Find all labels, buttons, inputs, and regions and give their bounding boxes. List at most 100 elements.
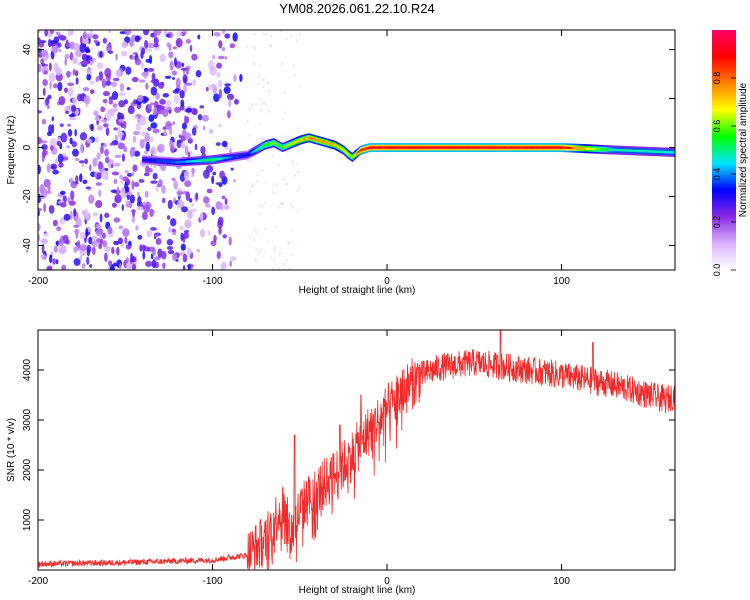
ridge-core xyxy=(286,144,289,147)
ridge-core xyxy=(621,149,624,152)
noise-blob xyxy=(291,205,294,209)
ridge-core xyxy=(190,160,192,163)
ridge-core xyxy=(321,140,323,143)
noise-blob xyxy=(255,230,258,234)
ridge-core xyxy=(232,155,234,159)
noise-blob xyxy=(183,170,190,181)
noise-blob xyxy=(212,171,217,176)
ridge-core xyxy=(341,147,343,151)
noise-blob xyxy=(134,115,138,120)
ridge-core xyxy=(171,160,173,164)
ridge-core xyxy=(213,158,215,161)
noise-blob xyxy=(180,99,185,107)
noise-blob xyxy=(181,30,189,33)
ridge-core xyxy=(142,158,144,161)
ridge-core xyxy=(592,147,594,151)
ridge-core xyxy=(520,146,522,149)
colorbar-tick-label: 0.0 xyxy=(712,264,722,277)
ridge-core xyxy=(251,151,253,154)
noise-blob xyxy=(259,64,262,68)
noise-blob xyxy=(285,182,288,186)
ridge-core xyxy=(663,150,666,154)
ridge-core xyxy=(320,139,322,143)
noise-blob xyxy=(80,35,83,45)
noise-blob xyxy=(184,145,189,156)
noise-blob xyxy=(40,58,45,65)
noise-blob xyxy=(100,106,106,113)
noise-blob xyxy=(261,102,264,106)
ridge-core xyxy=(316,138,318,142)
x-tick-label: -200 xyxy=(28,576,48,587)
noise-blob xyxy=(293,173,296,177)
ridge-core xyxy=(200,159,203,162)
noise-blob xyxy=(272,183,275,187)
noise-blob xyxy=(157,143,165,153)
noise-blob xyxy=(92,110,99,116)
noise-blob xyxy=(147,42,155,49)
noise-blob xyxy=(89,89,95,95)
noise-blob xyxy=(253,61,256,65)
ridge-core xyxy=(531,146,534,149)
ridge-core xyxy=(376,146,379,149)
noise-blob xyxy=(146,230,153,238)
noise-blob xyxy=(102,240,108,248)
ridge-core xyxy=(420,146,423,149)
noise-blob xyxy=(186,116,189,124)
ridge-core xyxy=(594,147,596,151)
ridge-core xyxy=(436,146,438,149)
noise-blob xyxy=(147,126,152,132)
noise-blob xyxy=(264,103,267,107)
noise-blob xyxy=(155,238,162,245)
noise-blob xyxy=(74,108,79,117)
noise-blob xyxy=(268,89,271,93)
noise-blob xyxy=(70,190,75,201)
ridge-core xyxy=(419,146,422,149)
noise-blob xyxy=(254,257,257,261)
noise-blob xyxy=(256,179,259,183)
ridge-core xyxy=(332,143,335,146)
noise-blob xyxy=(94,115,100,121)
noise-blob xyxy=(89,80,95,85)
noise-blob xyxy=(115,69,121,78)
snr-series-line xyxy=(38,330,675,570)
ridge-core xyxy=(460,146,462,149)
noise-blob xyxy=(132,208,136,218)
ridge-core xyxy=(618,149,621,152)
ridge-core xyxy=(414,146,416,149)
noise-blob xyxy=(262,85,265,89)
ridge-core xyxy=(179,160,182,164)
noise-blob xyxy=(38,30,41,34)
noise-blob xyxy=(55,240,59,247)
ridge-core xyxy=(544,146,546,149)
noise-blob xyxy=(95,229,103,237)
noise-blob xyxy=(65,39,69,45)
ridge-core xyxy=(507,146,510,149)
noise-blob xyxy=(86,244,92,253)
noise-blob xyxy=(82,31,87,40)
noise-blob xyxy=(124,30,132,36)
ridge-core xyxy=(595,147,598,151)
noise-blob xyxy=(150,122,158,129)
noise-blob xyxy=(230,256,237,261)
noise-blob xyxy=(180,142,186,149)
ridge-core xyxy=(510,146,513,149)
noise-blob xyxy=(112,77,120,82)
ridge-core xyxy=(343,149,345,152)
ridge-core xyxy=(266,143,269,146)
spectrogram-noise xyxy=(38,30,301,270)
ridge-core xyxy=(342,148,344,151)
ridge-core xyxy=(340,147,342,150)
ridge-core xyxy=(184,160,186,163)
noise-blob xyxy=(155,92,160,100)
noise-blob xyxy=(290,34,293,38)
ridge-core xyxy=(635,149,637,153)
noise-blob xyxy=(82,39,90,44)
noise-blob xyxy=(284,110,287,114)
ridge-core xyxy=(324,141,326,144)
noise-blob xyxy=(86,256,90,266)
ridge-core xyxy=(649,150,651,153)
noise-blob xyxy=(59,123,64,127)
ridge-core xyxy=(284,145,287,148)
ridge-core xyxy=(441,146,444,149)
